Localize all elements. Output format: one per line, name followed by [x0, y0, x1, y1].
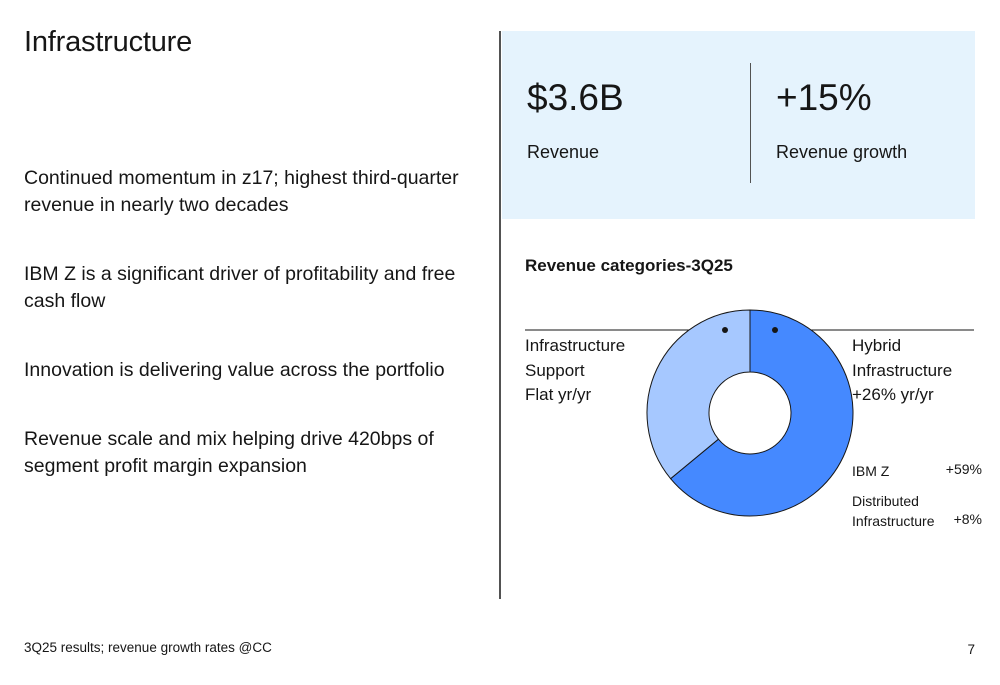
bullet-item: Revenue scale and mix helping drive 420b… [24, 428, 434, 477]
vertical-divider [499, 31, 501, 599]
distributed-label-line: Distributed [852, 493, 919, 509]
support-growth: Flat yr/yr [525, 385, 592, 404]
kpi-separator [750, 63, 751, 183]
support-label-line: Infrastructure [525, 336, 626, 355]
distributed-label-line: Infrastructure [852, 513, 935, 529]
support-label-line: Support [525, 360, 585, 380]
support-leader-dot [722, 327, 728, 333]
revenue-growth-value: +15% [776, 77, 872, 118]
hybrid-label-line: Infrastructure [852, 360, 953, 380]
chart-title: Revenue categories-3Q25 [525, 256, 733, 275]
distributed-infrastructure-growth: +8% [953, 511, 982, 527]
footer-note: 3Q25 results; revenue growth rates @CC [24, 640, 272, 655]
kpi-panel: $3.6B Revenue +15% Revenue growth [502, 31, 975, 219]
page-number: 7 [967, 642, 975, 657]
distributed-infrastructure-label: Distributed Infrastructure [852, 491, 934, 531]
ibm-z-label: IBM Z [852, 463, 890, 479]
ibm-z-growth: +59% [945, 461, 982, 477]
hybrid-label-line: Hybrid [852, 336, 902, 355]
hybrid-infrastructure-slice [669, 309, 854, 517]
page-title: Infrastructure [24, 26, 193, 58]
revenue-value: $3.6B [527, 77, 624, 118]
infrastructure-support-slice [646, 309, 751, 480]
bullet-item: Continued momentum in z17; highest third… [24, 167, 459, 216]
revenue-label: Revenue [527, 142, 600, 162]
hybrid-category-label: Hybrid Infrastructure +26% yr/yr [852, 334, 952, 408]
bullet-item: Innovation is delivering value across th… [24, 359, 445, 381]
revenue-growth-label: Revenue growth [776, 142, 908, 162]
hybrid-leader-dot [772, 327, 778, 333]
bullet-item: IBM Z is a significant driver of profita… [24, 263, 456, 312]
hybrid-growth: +26% yr/yr [852, 385, 934, 404]
support-category-label: Infrastructure Support Flat yr/yr [525, 334, 625, 408]
